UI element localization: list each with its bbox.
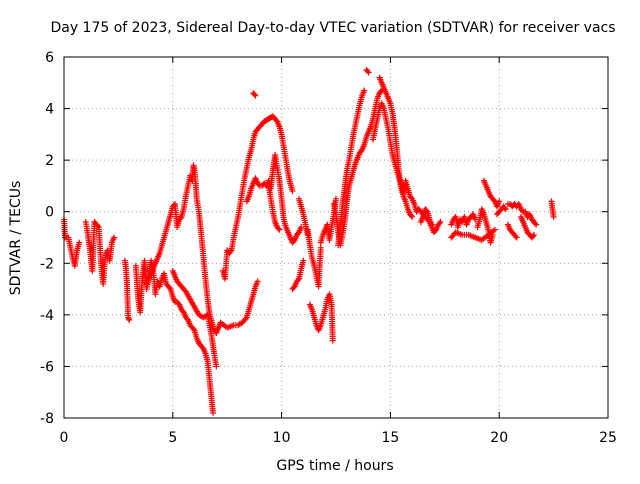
x-tick-label: 25 (599, 430, 617, 446)
data-point (423, 207, 430, 214)
data-point (290, 238, 297, 245)
y-tick-label: 0 (45, 205, 54, 221)
data-point (242, 315, 249, 322)
x-tick-label: 15 (381, 430, 399, 446)
data-point (199, 344, 206, 351)
data-point (490, 197, 497, 204)
data-point (512, 233, 519, 240)
data-point (432, 228, 439, 235)
data-points (61, 66, 557, 416)
axis-ticks: 0 5 10 15 20 25 -8 -6 -4 -2 0 2 4 6 (40, 50, 617, 446)
data-point (251, 91, 258, 98)
data-point (364, 68, 371, 75)
data-point (227, 248, 234, 255)
data-point (317, 244, 324, 251)
data-point (513, 234, 520, 241)
data-point (532, 220, 539, 227)
data-point (436, 220, 443, 227)
y-tick-label: 2 (45, 153, 54, 169)
data-point (210, 409, 217, 416)
data-point (183, 315, 190, 322)
data-point (275, 225, 282, 232)
plot-frame (63, 56, 609, 419)
x-tick-label: 20 (490, 430, 508, 446)
y-tick-label: -6 (40, 359, 54, 375)
data-point (76, 239, 83, 246)
data-point (333, 195, 339, 202)
chart-title: Day 175 of 2023, Sidereal Day-to-day VTE… (50, 20, 615, 36)
data-point (290, 284, 297, 291)
data-point (300, 257, 307, 264)
data-point (289, 188, 296, 195)
data-point (294, 230, 301, 237)
y-tick-label: 6 (45, 50, 54, 66)
y-tick-label: -8 (40, 411, 54, 427)
data-point (550, 213, 557, 220)
data-point (428, 221, 435, 228)
data-point (94, 222, 101, 229)
data-point (408, 194, 415, 201)
y-tick-label: 4 (45, 102, 54, 118)
data-point (166, 284, 173, 291)
data-point (111, 234, 118, 241)
y-axis-label: SDTVAR / TECUs (8, 181, 24, 296)
x-tick-label: 0 (60, 430, 69, 446)
data-point (126, 317, 133, 324)
data-point (496, 198, 503, 205)
x-tick-label: 10 (273, 430, 291, 446)
data-point (329, 337, 336, 344)
data-point (502, 206, 509, 213)
data-point (213, 363, 220, 370)
data-point (437, 219, 444, 226)
data-point (190, 326, 197, 333)
data-point (491, 226, 498, 233)
x-axis-label: GPS time / hours (276, 458, 393, 474)
data-point (529, 233, 536, 240)
data-point (254, 278, 261, 285)
data-point (408, 212, 415, 219)
data-point (409, 213, 416, 220)
data-point (252, 92, 259, 99)
y-tick-label: -4 (40, 308, 54, 324)
grid-lines (64, 57, 608, 418)
data-point (361, 87, 368, 94)
x-tick-label: 5 (168, 430, 177, 446)
data-point (519, 207, 526, 214)
data-point (358, 148, 365, 155)
data-point (531, 231, 538, 238)
data-point (365, 69, 372, 76)
data-point (489, 231, 496, 238)
y-tick-label: -2 (40, 256, 54, 272)
data-point (273, 117, 280, 124)
data-point (501, 204, 508, 211)
data-point (177, 215, 184, 222)
data-point (175, 300, 182, 307)
data-point (294, 277, 301, 284)
data-point (533, 221, 540, 228)
data-point (276, 226, 283, 233)
data-point (179, 307, 186, 314)
